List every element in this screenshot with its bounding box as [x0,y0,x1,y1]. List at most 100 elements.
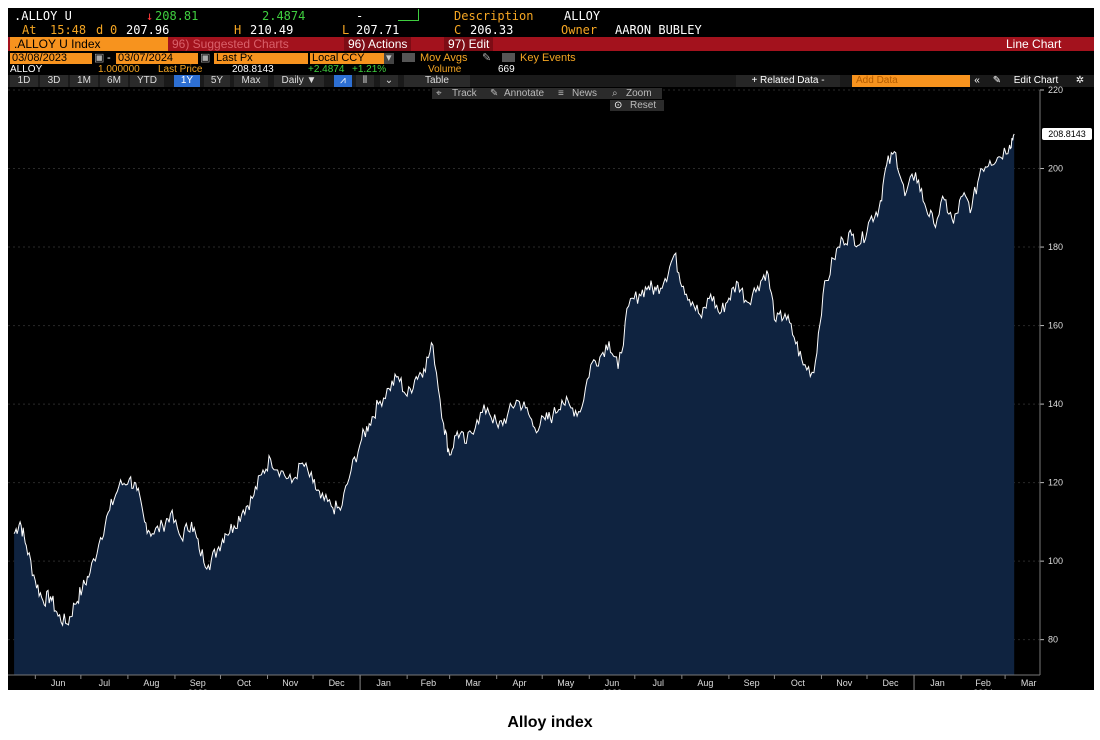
period-1y[interactable]: 1Y [174,75,200,87]
period-5y[interactable]: 5Y [204,75,230,87]
owner-label: Owner [561,23,598,37]
period-max[interactable]: Max [234,75,268,87]
x-tick-label: Dec [883,678,900,688]
x-tick-label: Jan [930,678,945,688]
chevron-down-icon[interactable]: ▾ [384,52,394,64]
legend-pct: +1.21% [352,64,387,75]
edit-menu[interactable]: 97) Edit [444,37,494,51]
y-tick-label: 180 [1048,242,1063,252]
price-chart[interactable]: 80 100 120 140 160 180 200 220 Jun Jul Aug Sep Oct No… [8,8,1094,690]
x-tick-label: Jul [99,678,111,688]
description-label: Description [454,9,534,23]
y-tick-label: 220 [1048,85,1063,95]
suggested-charts-button[interactable]: 96) Suggested Charts [172,37,289,51]
period-ytd[interactable]: YTD [130,75,164,87]
field-select[interactable]: Last Px [214,53,308,64]
collapse-icon[interactable]: « [974,75,980,86]
last-value-marker: 208.8143 [1042,127,1092,140]
x-tick-label: Aug [143,678,159,688]
legend-series-name: ALLOY [10,64,43,75]
mov-avgs-label[interactable]: Mov Avgs [420,52,468,64]
currency-select[interactable]: Local CCY [310,53,384,64]
menu-bar: .ALLOY U Index 96) Suggested Charts 96) … [8,37,1094,51]
table-button[interactable]: Table [404,75,470,87]
time: 15:48 [50,23,87,37]
calendar-icon[interactable]: ▣ [94,52,105,64]
actions-menu[interactable]: 96) Actions [344,37,412,51]
x-tick-label: Aug [697,678,713,688]
key-events-label[interactable]: Key Events [520,52,576,64]
y-tick-label: 160 [1048,321,1063,331]
period-3d[interactable]: 3D [40,75,68,87]
legend-change: +2.4874 [308,64,345,75]
period-1m[interactable]: 1M [70,75,98,87]
calendar-icon[interactable]: ▣ [200,52,211,64]
key-events-checkbox[interactable] [502,53,515,62]
x-tick-label: May [557,678,575,688]
legend-volume-label: Volume [428,64,462,75]
mov-avgs-checkbox[interactable] [402,53,415,62]
series-line [13,133,1015,627]
figure-caption: Alloy index [507,714,593,731]
track-button[interactable]: Track [452,88,477,99]
at-label: At [22,23,37,37]
y-tick-label: 200 [1048,164,1063,174]
x-tick-label: Mar [465,678,481,688]
pencil-icon[interactable]: ✎ [490,88,499,99]
news-icon[interactable]: ≡ [558,88,564,99]
chevron-down-icon[interactable]: ⌄ [380,75,398,87]
reset-button[interactable]: Reset [630,100,657,111]
reset-icon[interactable]: ⊙ [614,100,623,111]
d-label: d [96,23,104,37]
last-value-box [1042,127,1092,140]
x-year-label: 2024 [973,688,993,690]
mini-chart-icon [398,9,419,21]
x-tick-label: Feb [421,678,437,688]
pencil-icon[interactable]: ✎ [992,75,1002,86]
related-data-menu[interactable]: + Related Data - [736,75,840,87]
search-icon[interactable]: ⌕ [612,88,618,99]
end-date-input[interactable]: 03/07/2024 [116,53,198,64]
bar-chart-icon[interactable]: ⫴ [356,75,374,87]
legend-line: ALLOY 1.000000 Last Price 208.8143 +2.48… [8,64,1094,75]
owner-value: AARON BUBLEY [615,23,702,37]
gear-icon[interactable]: ✲ [1075,75,1085,86]
dash: - [356,9,364,23]
header-line-2: At 15:48 d 0 207.96 H 210.49 L 207.71 C … [8,23,1094,37]
y-tick-label: 100 [1048,556,1063,566]
edit-chart-button[interactable]: Edit Chart [1013,75,1059,86]
open-value: 207.96 [126,23,170,37]
frequency-select[interactable]: Daily ▼ [274,75,324,87]
news-button[interactable]: News [572,88,598,99]
low-value: 207.71 [356,23,400,37]
x-tick-label: Apr [512,678,526,688]
crosshair-icon[interactable]: ⌖ [436,88,442,99]
chart-type-label: Line Chart [1006,37,1062,51]
zoom-button[interactable]: Zoom [626,88,652,99]
period-1d[interactable]: 1D [10,75,38,87]
last-value-label: 208.8143 [1048,129,1086,139]
x-tick-label: Sep [744,678,760,688]
high-label: H [234,23,242,37]
x-year-label: 2022 [188,688,208,690]
annotate-button[interactable]: Annotate [504,88,545,99]
chart-toolbar: 1D 3D 1M 6M YTD 1Y 5Y Max Daily ▼ ⩘ ⫴ ⌄ … [8,75,1094,87]
pencil-icon[interactable]: ✎ [482,52,492,64]
close-label: C [454,23,462,37]
start-date-input[interactable]: 03/08/2023 [10,53,92,64]
close-value: 206.33 [470,23,514,37]
x-tick-label: Jun [605,678,620,688]
period-6m[interactable]: 6M [100,75,128,87]
date-separator: - [107,52,111,64]
chart-tools-bar: ⌖ Track ✎ Annotate ≡ News ⌕ Zoom [432,88,662,99]
high-value: 210.49 [250,23,294,37]
add-data-input[interactable]: Add Data [852,75,970,87]
line-chart-icon[interactable]: ⩘ [334,75,352,87]
x-tick-label: Nov [282,678,299,688]
down-arrow-icon: ↓ [146,9,154,23]
description-value: ALLOY [564,9,601,23]
x-tick-label: Oct [791,678,806,688]
security-field[interactable]: .ALLOY U Index [10,37,168,51]
x-tick-label: Jun [51,678,66,688]
x-year-label: 2023 [602,688,622,690]
